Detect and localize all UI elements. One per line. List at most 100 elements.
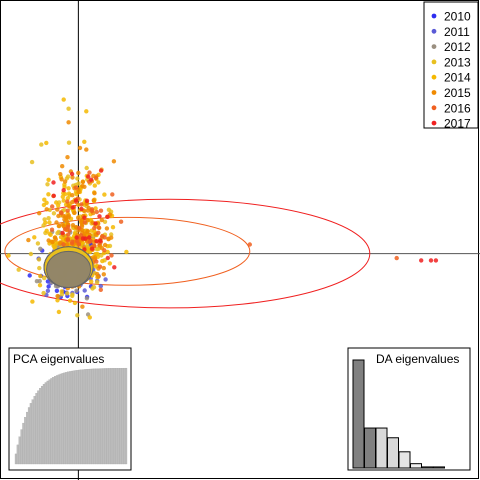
point-2016-724: [88, 238, 93, 243]
point-2013-223: [66, 140, 72, 145]
pca-bar-52: [111, 368, 115, 465]
point-2017-771: [98, 238, 103, 243]
pca-bar-25: [61, 373, 64, 465]
ellipse-2017: [0, 198, 371, 309]
point-2016-717: [94, 259, 99, 264]
point-2016-713: [61, 242, 66, 247]
legend-label-2012: 2012: [444, 40, 471, 54]
point-2014-451: [82, 139, 87, 144]
pca-bar-12: [37, 390, 40, 465]
point-2017-784: [51, 180, 56, 185]
da-bar-6: [421, 466, 434, 469]
point-2014-518: [32, 235, 37, 240]
point-2014-515: [52, 244, 57, 250]
point-2017-777: [70, 205, 75, 210]
legend-marker-2013: [431, 59, 437, 65]
point-2013-359: [70, 293, 75, 299]
point-2013-283: [35, 241, 41, 246]
point-2016-761: [110, 192, 115, 197]
point-2017-791: [112, 265, 117, 270]
pca-bar-6: [26, 411, 29, 465]
point-2014-536: [107, 261, 113, 266]
point-2011-111: [82, 288, 87, 293]
pca-bar-41: [91, 368, 94, 465]
pca-bar-14: [40, 385, 44, 465]
point-2015-695: [64, 242, 70, 247]
pca-bar-42: [93, 368, 96, 465]
point-2012-160: [74, 288, 79, 293]
pca-bar-0: [14, 453, 18, 465]
pca-bar-55: [117, 368, 120, 465]
legend-label-2014: 2014: [444, 71, 471, 85]
pca-bar-46: [100, 368, 103, 465]
point-2016-753: [69, 241, 75, 246]
point-2015-571: [111, 159, 117, 164]
pca-bar-22: [55, 375, 59, 465]
legend-label-2011: 2011: [444, 25, 470, 39]
pca-bar-57: [121, 367, 124, 465]
pca-bar-29: [68, 371, 72, 465]
point-2014-482: [67, 298, 73, 303]
point-2016-768: [89, 207, 95, 212]
pca-bar-15: [42, 384, 46, 465]
point-2014-469: [89, 279, 94, 284]
point-2017-774: [84, 198, 90, 203]
da-bar-3: [387, 437, 399, 469]
point-2014-369: [61, 198, 66, 203]
point-2013-295: [42, 217, 47, 222]
pca-inset-title: PCA eigenvalues: [13, 352, 104, 366]
point-2013-263: [94, 280, 100, 285]
point-2013-279: [91, 285, 97, 290]
point-2017-789: [60, 230, 65, 236]
point-2014-483: [48, 232, 53, 237]
pca-bar-16: [44, 382, 47, 465]
point-2014-444: [30, 299, 35, 304]
pca-bar-28: [67, 371, 70, 465]
point-2016-735: [76, 242, 82, 247]
point-2015-674: [109, 235, 114, 240]
point-2016-765: [109, 253, 114, 258]
pca-bar-36: [82, 369, 85, 465]
point-2015-679: [86, 205, 91, 211]
point-2013-262: [16, 267, 21, 272]
point-2013-250: [55, 231, 60, 236]
point-2016-722: [66, 224, 71, 229]
legend-marker-2012: [431, 44, 437, 49]
point-2014-415: [105, 249, 110, 255]
point-2015-802: [66, 120, 71, 125]
point-2017-790: [87, 235, 92, 240]
pca-bar-54: [115, 368, 118, 465]
point-2015-649: [70, 175, 75, 180]
point-2015-653: [92, 255, 98, 260]
pca-bar-27: [65, 372, 68, 465]
point-2016-741: [98, 208, 104, 213]
legend-marker-2011: [431, 28, 437, 34]
point-2017-785: [94, 239, 99, 244]
point-2015-659: [26, 237, 31, 243]
point-2016-795: [247, 242, 252, 247]
point-2011-115: [45, 288, 51, 293]
point-2014-478: [66, 186, 71, 191]
point-2013-319: [42, 275, 47, 281]
point-2010-28: [46, 284, 51, 289]
point-2017-787: [73, 198, 79, 203]
pca-bar-23: [57, 374, 60, 465]
pca-bar-32: [74, 370, 77, 465]
legend-marker-2017: [431, 120, 437, 126]
point-2014-386: [65, 196, 71, 201]
pca-bar-38: [85, 369, 88, 465]
point-2014-423: [44, 228, 49, 233]
point-2014-437: [93, 206, 98, 211]
pca-bar-17: [46, 380, 49, 465]
point-2016-727: [73, 185, 79, 190]
point-2016-764: [65, 199, 70, 204]
point-2017-792: [90, 246, 95, 251]
point-2015-706: [77, 145, 83, 151]
pca-bar-35: [80, 369, 83, 465]
point-2015-604: [44, 207, 49, 212]
pca-bar-50: [108, 368, 111, 465]
point-2013-243: [36, 257, 42, 262]
point-2017-772: [89, 177, 94, 182]
point-2014-520: [46, 192, 51, 197]
point-2016-796: [394, 255, 399, 261]
